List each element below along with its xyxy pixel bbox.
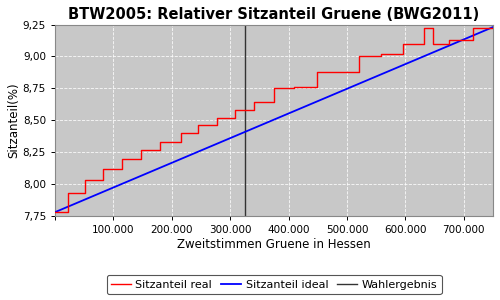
Sitzanteil real [421,26,427,30]
Sitzanteil real [138,157,144,160]
Sitzanteil real [195,124,201,127]
Sitzanteil real [490,26,496,30]
Line: Sitzanteil real: Sitzanteil real [55,28,493,212]
Sitzanteil real [52,210,58,214]
Legend: Sitzanteil real, Sitzanteil ideal, Wahlergebnis: Sitzanteil real, Sitzanteil ideal, Wahle… [106,275,442,294]
Sitzanteil real [195,131,201,135]
Sitzanteil real [82,178,88,182]
Title: BTW2005: Relativer Sitzanteil Gruene (BWG2011): BTW2005: Relativer Sitzanteil Gruene (BW… [68,7,480,22]
Sitzanteil real [292,85,298,89]
Y-axis label: Sitzanteil(%): Sitzanteil(%) [7,82,20,158]
X-axis label: Zweitstimmen Gruene in Hessen: Zweitstimmen Gruene in Hessen [177,238,371,251]
Sitzanteil real [490,26,496,30]
